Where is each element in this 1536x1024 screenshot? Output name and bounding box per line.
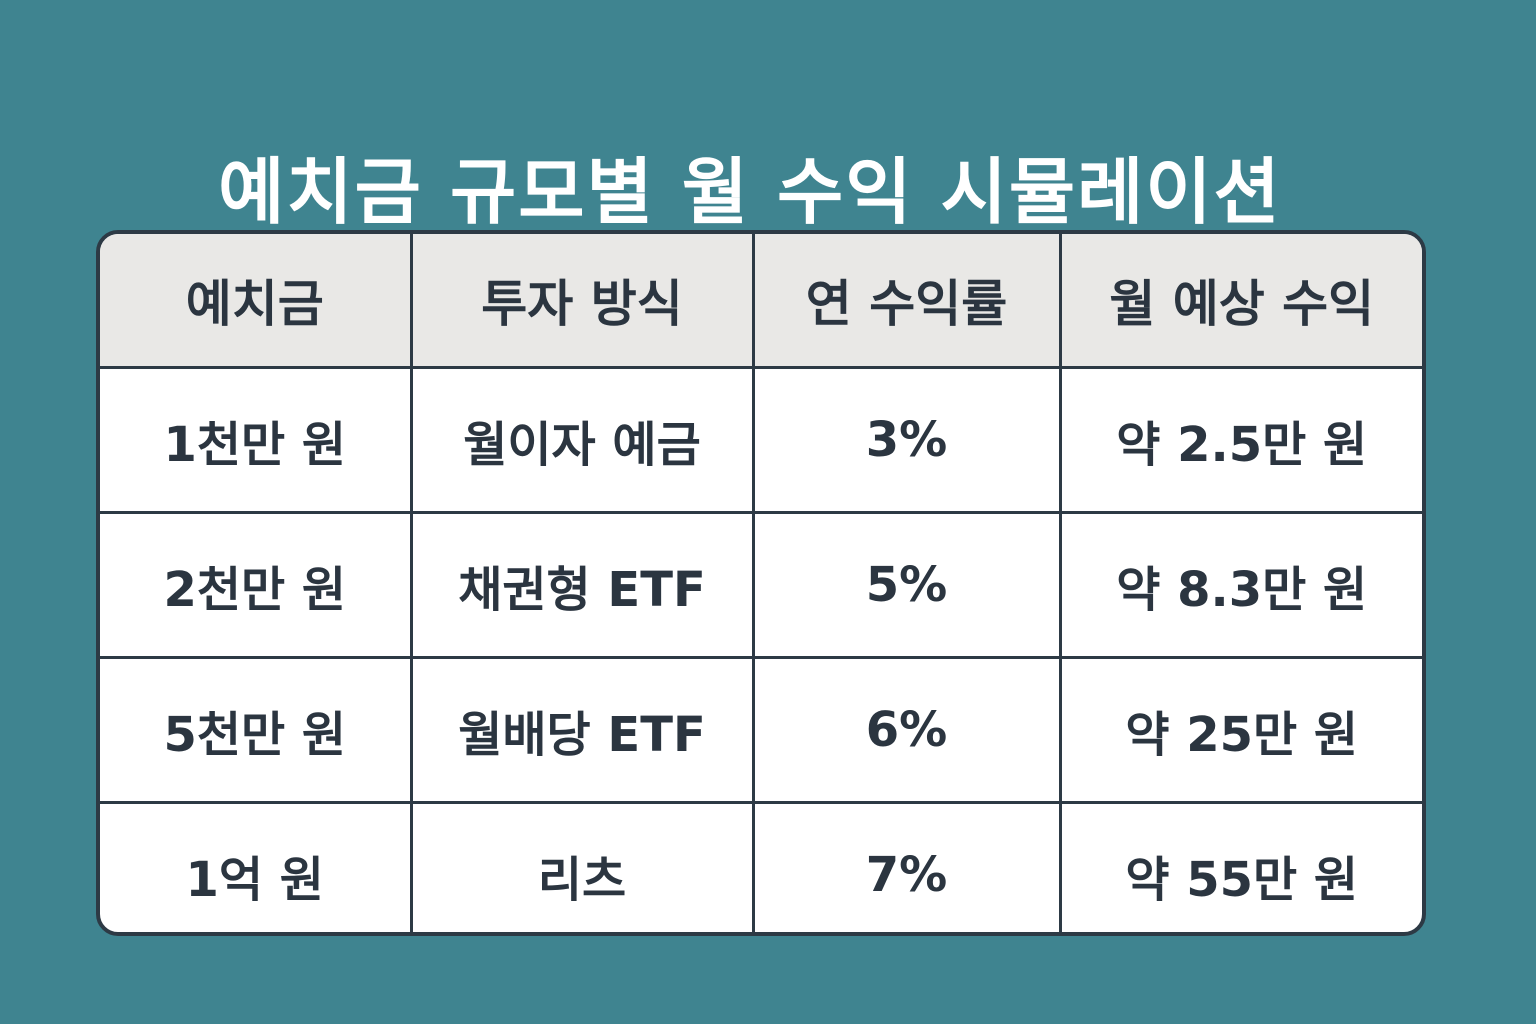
simulation-table: 예치금 투자 방식 연 수익률 월 예상 수익 1천만 원 월이자 예금 3% … [100, 234, 1422, 932]
header-annual-return: 연 수익률 [751, 234, 1062, 369]
page-title: 예치금 규모별 월 수익 시뮬레이션 [218, 150, 1282, 235]
cell-deposit: 5천만 원 [100, 656, 413, 804]
cell-investment-method: 월배당 ETF [409, 656, 755, 804]
cell-annual-return: 3% [751, 366, 1062, 514]
table-row: 5천만 원 월배당 ETF 6% 약 25만 원 [100, 656, 1422, 804]
cell-monthly-income: 약 25만 원 [1058, 656, 1422, 804]
cell-investment-method: 채권형 ETF [409, 511, 755, 659]
table-row: 1천만 원 월이자 예금 3% 약 2.5만 원 [100, 366, 1422, 514]
cell-monthly-income: 약 55만 원 [1058, 801, 1422, 932]
cell-annual-return: 7% [751, 801, 1062, 932]
cell-deposit: 1억 원 [100, 801, 413, 932]
table-header-row: 예치금 투자 방식 연 수익률 월 예상 수익 [100, 234, 1422, 369]
table-row: 2천만 원 채권형 ETF 5% 약 8.3만 원 [100, 511, 1422, 659]
table-row: 1억 원 리츠 7% 약 55만 원 [100, 801, 1422, 932]
cell-monthly-income: 약 2.5만 원 [1058, 366, 1422, 514]
cell-annual-return: 5% [751, 511, 1062, 659]
header-investment-method: 투자 방식 [409, 234, 755, 369]
cell-monthly-income: 약 8.3만 원 [1058, 511, 1422, 659]
cell-investment-method: 월이자 예금 [409, 366, 755, 514]
cell-investment-method: 리츠 [409, 801, 755, 932]
header-deposit: 예치금 [100, 234, 413, 369]
cell-annual-return: 6% [751, 656, 1062, 804]
cell-deposit: 2천만 원 [100, 511, 413, 659]
header-monthly-income: 월 예상 수익 [1058, 234, 1422, 369]
cell-deposit: 1천만 원 [100, 366, 413, 514]
simulation-table-card: 예치금 투자 방식 연 수익률 월 예상 수익 1천만 원 월이자 예금 3% … [96, 230, 1426, 936]
